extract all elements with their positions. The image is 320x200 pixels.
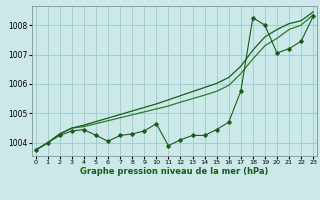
- X-axis label: Graphe pression niveau de la mer (hPa): Graphe pression niveau de la mer (hPa): [80, 167, 268, 176]
